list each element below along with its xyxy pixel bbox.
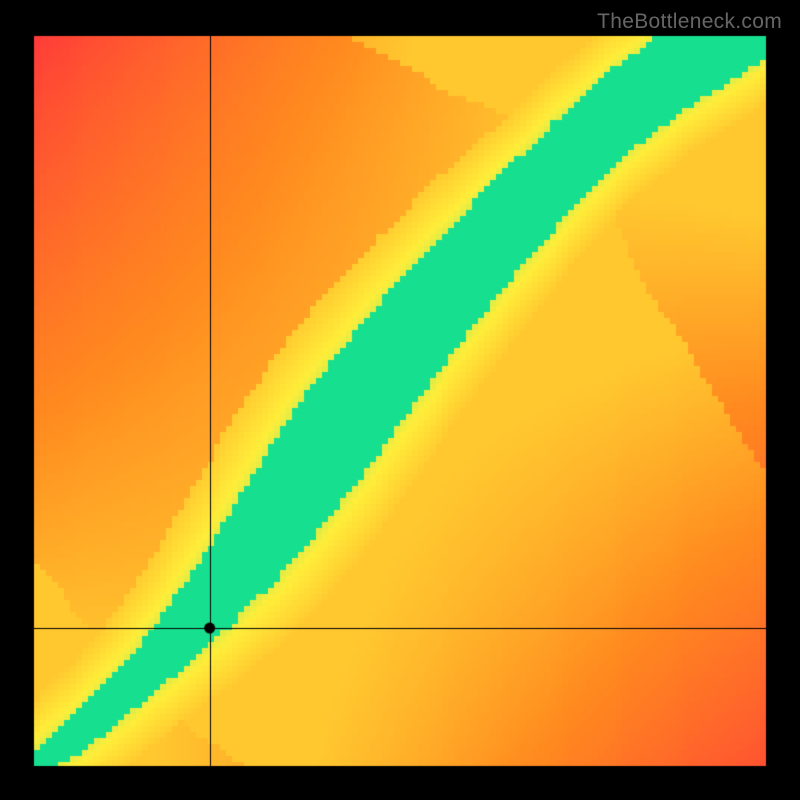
chart-container: TheBottleneck.com [0, 0, 800, 800]
watermark-text: TheBottleneck.com [597, 10, 782, 34]
heatmap-canvas [0, 0, 800, 800]
